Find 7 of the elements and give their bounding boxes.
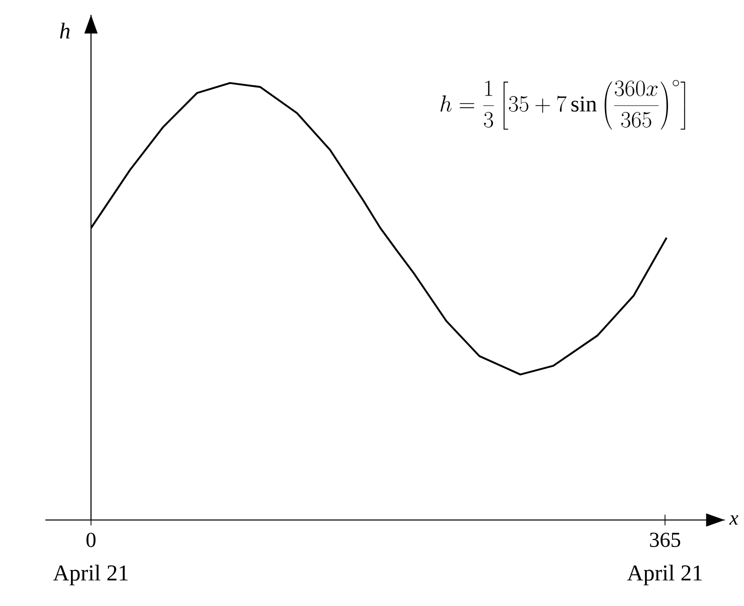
x-tick-label: 0 <box>86 532 96 548</box>
x-tick-label: 365 <box>650 532 680 548</box>
x-axis-title: x <box>729 515 738 525</box>
text: April 21 <box>53 564 128 586</box>
y-axis-title: h <box>60 22 70 38</box>
annotation: $h=\frac{1}{3}\left[35+7\sin\left(\frac{360x}{365}\right)^{\circ}\right]$ <box>440 80 686 130</box>
text: April 21 <box>627 564 702 586</box>
